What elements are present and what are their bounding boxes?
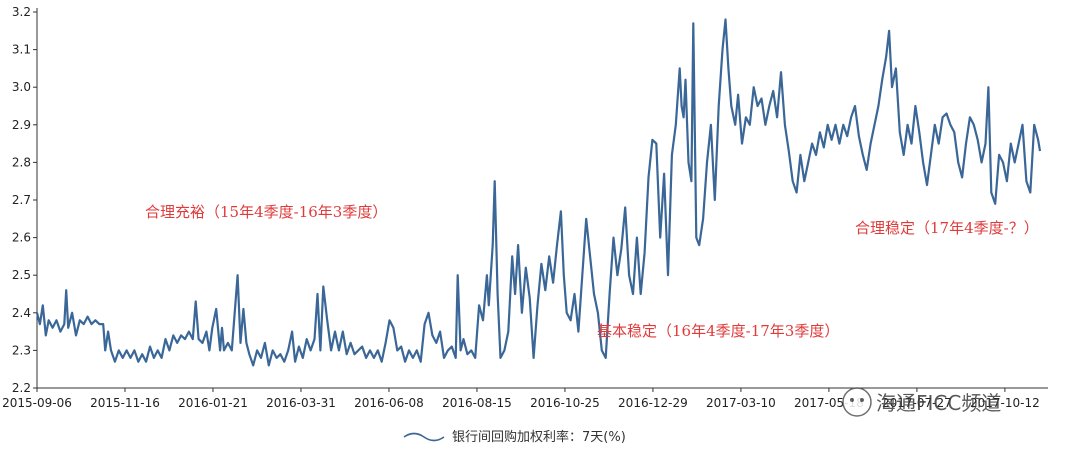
annotation-ample-liquidity: 合理充裕（15年4季度-16年3季度） <box>145 203 387 221</box>
y-tick-label: 3.1 <box>12 43 31 57</box>
legend-swatch-icon <box>403 432 445 442</box>
x-tick-label: 2015-11-16 <box>90 396 160 410</box>
y-tick-label: 3.2 <box>12 5 31 19</box>
y-tick-label: 2.3 <box>12 343 31 357</box>
x-tick-label: 2016-06-08 <box>354 396 424 410</box>
annotation-basic-stable: 基本稳定（16年4季度-17年3季度） <box>597 322 839 340</box>
y-tick-label: 2.8 <box>12 155 31 169</box>
x-tick-label: 2016-01-21 <box>178 396 248 410</box>
watermark-text: 海通FICC频道 <box>876 391 1001 415</box>
y-tick-label: 3.0 <box>12 80 31 94</box>
x-tick-label: 2015-09-06 <box>2 396 72 410</box>
y-tick-label: 2.5 <box>12 268 31 282</box>
x-tick-label: 2017-03-10 <box>706 396 776 410</box>
legend-label: 银行间回购加权利率：7天(%) <box>452 429 626 445</box>
x-tick-label: 2016-08-15 <box>442 396 512 410</box>
y-tick-label: 2.9 <box>12 118 31 132</box>
wechat-logo-eye-icon <box>860 398 864 402</box>
watermark: 海通FICC频道 <box>842 387 1001 417</box>
legend: 银行间回购加权利率：7天(%) <box>403 429 626 445</box>
y-tick-label: 2.7 <box>12 193 31 207</box>
y-tick-label: 2.4 <box>12 306 31 320</box>
wechat-logo-icon <box>842 387 872 417</box>
x-tick-label: 2016-10-25 <box>530 396 600 410</box>
y-tick-label: 2.6 <box>12 231 31 245</box>
x-tick-label: 2017-10-12 <box>970 396 1040 410</box>
y-axis: 2.2 2.3 2.4 2.5 2.6 2.7 2.8 2.9 3.0 3.1 3.2 <box>12 5 38 395</box>
annotation-reasonably-stable: 合理稳定（17年4季度-？） <box>855 219 1039 237</box>
series-layer <box>35 18 1042 367</box>
x-tick-label: 2017-07-27 <box>882 396 952 410</box>
wechat-logo-eye-icon <box>850 398 854 402</box>
series-line <box>35 18 1042 367</box>
y-tick-label: 2.2 <box>12 381 31 395</box>
x-tick-label: 2016-03-31 <box>266 396 336 410</box>
x-tick-label: 2016-12-29 <box>618 396 688 410</box>
